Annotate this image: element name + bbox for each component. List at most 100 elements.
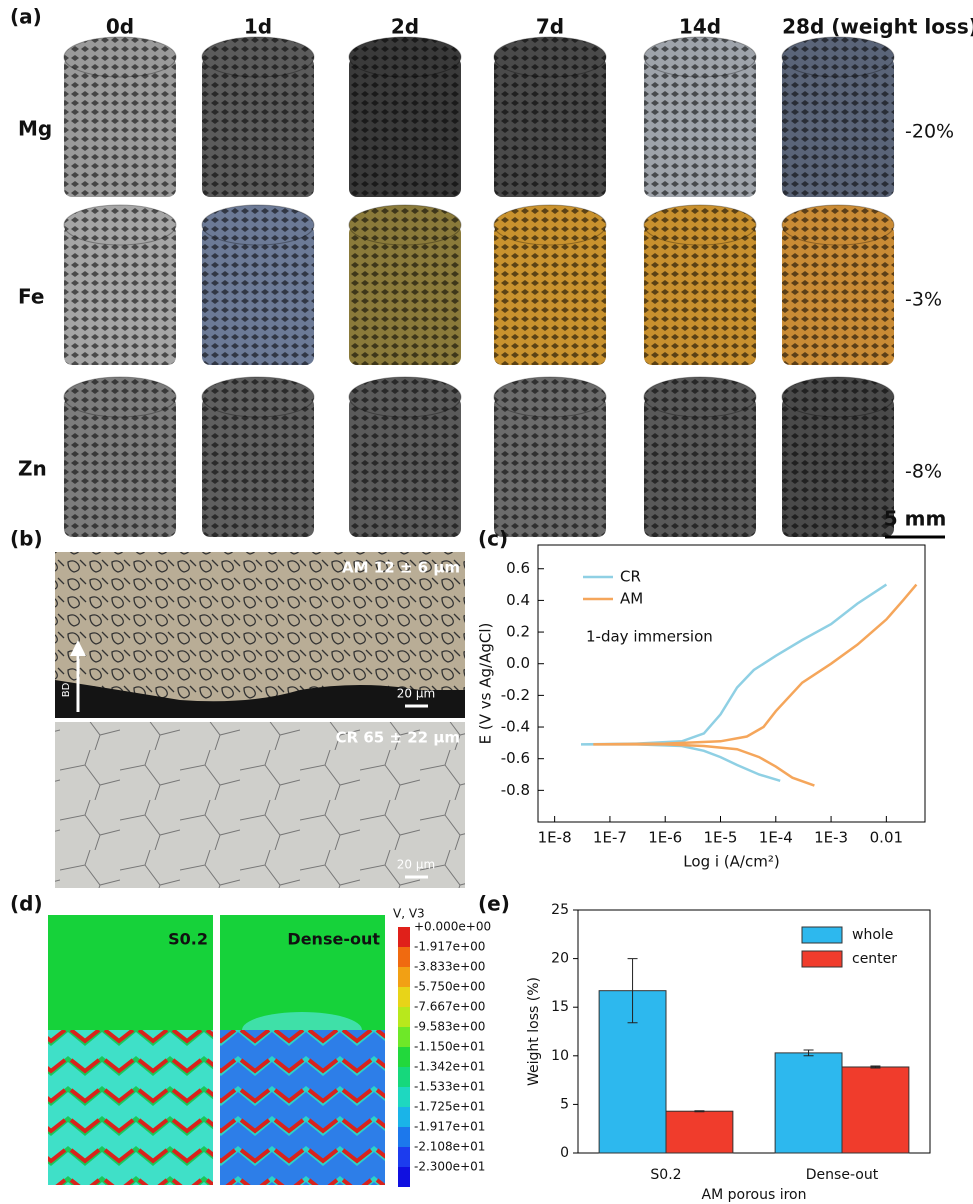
column-header: 0d xyxy=(106,15,134,39)
sample-mesh xyxy=(202,57,314,197)
x-tick-label: 1E-4 xyxy=(759,829,793,847)
sample-mesh xyxy=(349,397,461,537)
sample-top-mesh xyxy=(644,205,756,245)
colorbar: +0.000e+00-1.917e+00-3.833e+00-5.750e+00… xyxy=(398,920,491,1188)
x-tick-label: 1E-5 xyxy=(704,829,738,847)
colorbar-label: -1.917e+00 xyxy=(414,940,485,954)
image-label: AM 12 ± 6 µm xyxy=(342,559,460,577)
column-header: 1d xyxy=(244,15,272,39)
sample-photos xyxy=(64,37,894,537)
contour-s02-lattice xyxy=(48,1030,213,1185)
y-tick-label: 25 xyxy=(551,902,569,918)
weight-loss: -3% xyxy=(905,289,942,311)
row-label: Zn xyxy=(18,457,47,481)
sample-mesh xyxy=(494,397,606,537)
colorbar-label: -7.667e+00 xyxy=(414,1000,485,1014)
sample-top-mesh xyxy=(494,37,606,77)
sample-top-mesh xyxy=(349,205,461,245)
colorbar-label: -1.342e+01 xyxy=(414,1060,485,1074)
colorbar-label: -5.750e+00 xyxy=(414,980,485,994)
panel-label: (c) xyxy=(478,527,508,551)
colorbar-label: -9.583e+00 xyxy=(414,1020,485,1034)
contour-label: S0.2 xyxy=(168,930,208,949)
colorbar-cell xyxy=(398,1007,410,1027)
column-header: 28d (weight loss) xyxy=(782,15,973,39)
y-tick-label: 15 xyxy=(551,999,569,1015)
colorbar-label: -2.300e+01 xyxy=(414,1160,485,1174)
sample-top-mesh xyxy=(64,205,176,245)
contour-dense-out-lattice xyxy=(220,1030,385,1185)
colorbar-cell xyxy=(398,967,410,987)
weight-loss: -8% xyxy=(905,461,942,483)
legend-label: center xyxy=(852,951,897,967)
row-label: Mg xyxy=(18,117,52,141)
scale-label: 5 mm xyxy=(884,507,947,531)
sample-mesh xyxy=(644,225,756,365)
colorbar-label: +0.000e+00 xyxy=(414,920,491,934)
y-tick-label: 0.4 xyxy=(506,591,530,609)
colorbar-cell xyxy=(398,927,410,947)
colorbar-title: V, V3 xyxy=(393,907,425,921)
plot-frame xyxy=(538,545,925,822)
bar xyxy=(775,1053,842,1153)
sample-mesh xyxy=(782,397,894,537)
colorbar-label: -1.725e+01 xyxy=(414,1100,485,1114)
sample-top-mesh xyxy=(349,37,461,77)
y-tick-label: 0.6 xyxy=(506,559,530,577)
x-axis-label: AM porous iron xyxy=(702,1187,807,1203)
sample-top-mesh xyxy=(494,205,606,245)
sample-top-mesh xyxy=(782,37,894,77)
y-axis-label: Weight loss (%) xyxy=(526,977,542,1086)
bd-label: BD xyxy=(61,682,72,697)
legend-swatch xyxy=(802,951,842,967)
contour-label: Dense-out xyxy=(287,930,380,949)
sample-mesh xyxy=(202,397,314,537)
colorbar-cell xyxy=(398,947,410,967)
figure: +0.000e+00-1.917e+00-3.833e+00-5.750e+00… xyxy=(0,0,973,1204)
sample-top-mesh xyxy=(494,377,606,417)
panel-label: (b) xyxy=(10,527,43,551)
legend-label: AM xyxy=(620,590,643,608)
bar xyxy=(666,1111,733,1153)
legend-swatch xyxy=(802,927,842,943)
colorbar-cell xyxy=(398,1087,410,1107)
y-axis-label: E (V vs Ag/AgCl) xyxy=(477,623,495,745)
sample-top-mesh xyxy=(202,205,314,245)
sample-top-mesh xyxy=(644,377,756,417)
y-tick-label: -0.8 xyxy=(501,781,530,799)
sample-top-mesh xyxy=(64,37,176,77)
colorbar-label: -1.917e+01 xyxy=(414,1120,485,1134)
y-tick-label: 20 xyxy=(551,951,569,967)
error-bar xyxy=(694,1111,704,1112)
sample-mesh xyxy=(64,397,176,537)
sample-top-mesh xyxy=(349,377,461,417)
column-header: 2d xyxy=(391,15,419,39)
x-tick-label: 0.01 xyxy=(870,829,903,847)
y-tick-label: -0.4 xyxy=(501,718,530,736)
colorbar-cell xyxy=(398,1027,410,1047)
sample-mesh xyxy=(644,57,756,197)
y-tick-label: 0.2 xyxy=(506,623,530,641)
colorbar-cell xyxy=(398,1107,410,1127)
sample-mesh xyxy=(64,225,176,365)
sample-mesh xyxy=(782,57,894,197)
sample-top-mesh xyxy=(64,377,176,417)
y-tick-label: 5 xyxy=(560,1096,569,1112)
y-tick-label: 10 xyxy=(551,1048,569,1064)
colorbar-cell xyxy=(398,1147,410,1167)
colorbar-cell xyxy=(398,1167,410,1187)
sample-top-mesh xyxy=(644,37,756,77)
colorbar-label: -1.533e+01 xyxy=(414,1080,485,1094)
panel-label: (d) xyxy=(10,892,43,916)
scale-label: 20 µm xyxy=(397,858,435,872)
x-tick-label: Dense-out xyxy=(806,1167,879,1183)
image-label: CR 65 ± 22 µm xyxy=(336,729,460,747)
colorbar-label: -2.108e+01 xyxy=(414,1140,485,1154)
y-tick-label: -0.6 xyxy=(501,749,530,767)
panel-label: (a) xyxy=(10,5,42,29)
x-tick-label: S0.2 xyxy=(650,1167,681,1183)
sample-top-mesh xyxy=(782,205,894,245)
curve xyxy=(581,585,886,781)
sample-mesh xyxy=(202,225,314,365)
x-tick-label: 1E-6 xyxy=(648,829,682,847)
